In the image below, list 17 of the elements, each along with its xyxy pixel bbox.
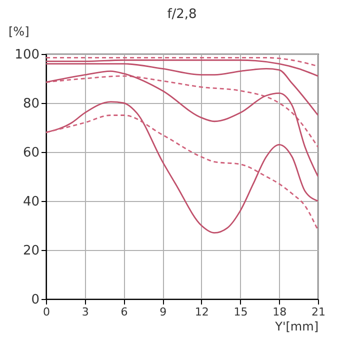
y-axis-title: [%]	[8, 24, 30, 38]
x-tick-label: 21	[312, 306, 326, 318]
y-tick-label: 80	[22, 96, 40, 112]
x-tick-label: 6	[120, 306, 128, 318]
chart-title: f/2,8	[167, 7, 197, 22]
y-tick-label: 20	[22, 244, 40, 258]
y-tick-label: 40	[22, 194, 40, 210]
y-tick-label: 60	[22, 146, 40, 160]
x-axis-title: Y'[mm]	[274, 320, 318, 334]
x-tick-label: 3	[82, 306, 89, 318]
x-tick-label: 0	[43, 306, 50, 318]
x-tick-label: 12	[194, 306, 209, 318]
x-tick-label: 18	[272, 306, 287, 318]
x-tick-label: 9	[160, 306, 167, 318]
y-tick-label: 100	[14, 48, 40, 62]
x-tick-label: 15	[234, 306, 248, 318]
y-tick-label: 0	[31, 292, 40, 308]
